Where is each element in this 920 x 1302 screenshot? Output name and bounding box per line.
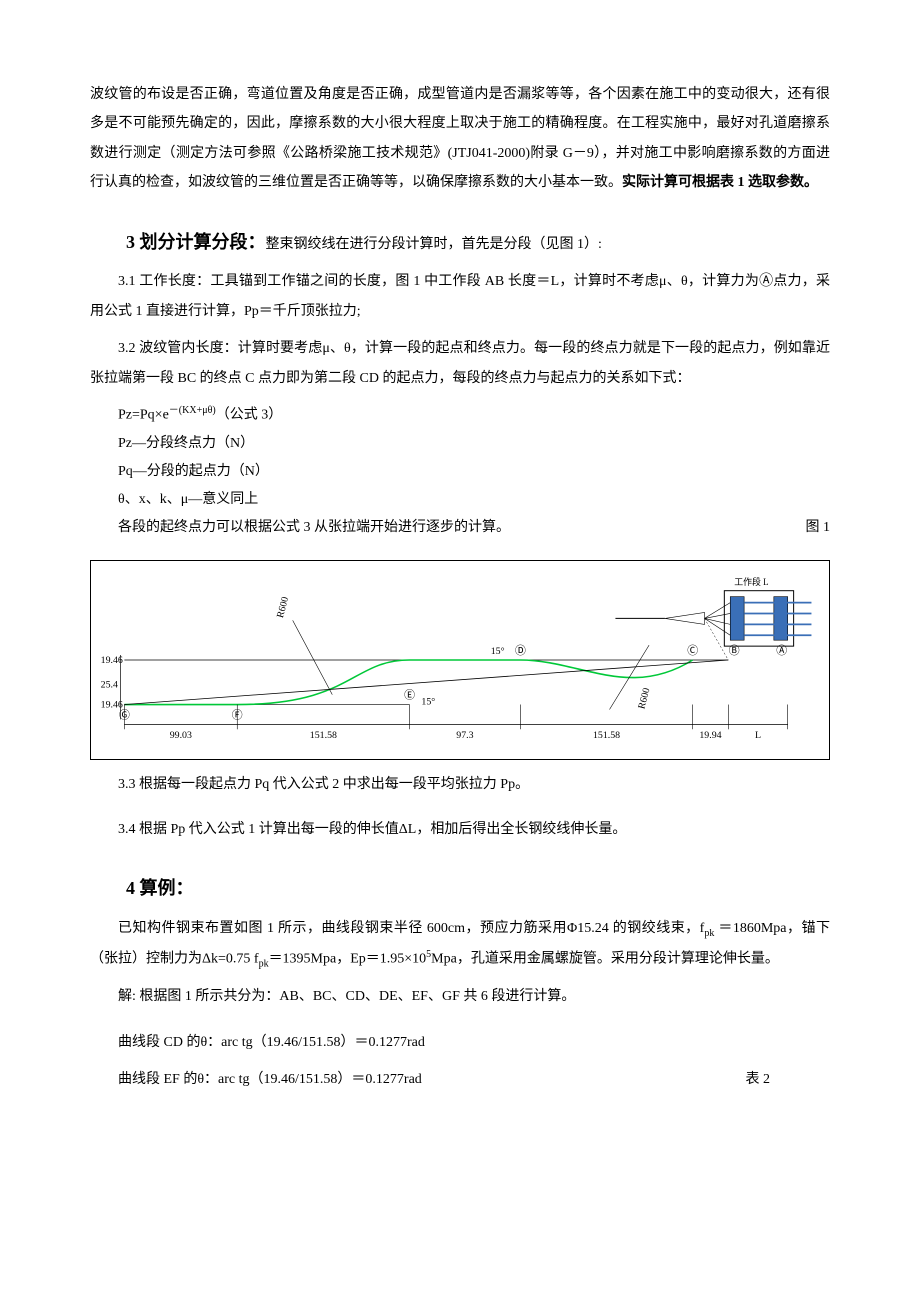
svg-text:151.58: 151.58 <box>310 730 337 741</box>
document-page: 波纹管的布设是否正确，弯道位置及角度是否正确，成型管道内是否漏浆等等，各个因素在… <box>0 0 920 1163</box>
p4-mid2: ＝1395Mpa，Ep＝1.95×10 <box>269 952 427 967</box>
formula-line-2: Pz—分段终点力（N） <box>118 430 830 458</box>
svg-text:R600: R600 <box>275 595 291 619</box>
svg-text:99.03: 99.03 <box>170 730 192 741</box>
section-4-heading: 4 算例： <box>90 870 830 908</box>
formula-ref: （公式 3） <box>216 408 283 423</box>
p4-sub1: pk <box>704 928 714 939</box>
formula-line-4: θ、x、k、μ—意义同上 <box>118 486 830 514</box>
svg-text:97.3: 97.3 <box>456 730 473 741</box>
svg-text:Ⓖ: Ⓖ <box>119 708 130 721</box>
table-2-label: 表 2 <box>718 1065 771 1094</box>
formula-exponent: －(KX+μθ) <box>169 405 216 416</box>
svg-text:19.94: 19.94 <box>699 730 721 741</box>
formula-line-3: Pq—分段的起点力（N） <box>118 458 830 486</box>
svg-text:15°: 15° <box>421 696 435 707</box>
formula-block: Pz=Pq×e－(KX+μθ)（公式 3） Pz—分段终点力（N） Pq—分段的… <box>118 401 830 542</box>
paragraph-3-4: 3.4 根据 Pp 代入公式 1 计算出每一段的伸长值ΔL，相加后得出全长钢绞线… <box>90 815 830 844</box>
formula-line-1: Pz=Pq×e－(KX+μθ)（公式 3） <box>118 401 830 430</box>
paragraph-4-cd: 曲线段 CD 的θ：arc tg（19.46/151.58）＝0.1277rad <box>90 1028 830 1057</box>
intro-bold-tail: 实际计算可根据表 1 选取参数。 <box>622 175 818 190</box>
paragraph-3-3: 3.3 根据每一段起点力 Pq 代入公式 2 中求出每一段平均张拉力 Pp。 <box>90 770 830 799</box>
p4-tail: Mpa，孔道采用金属螺旋管。采用分段计算理论伸长量。 <box>431 952 779 967</box>
svg-text:Ⓕ: Ⓕ <box>232 708 243 721</box>
p4-pre: 已知构件钢束布置如图 1 所示，曲线段钢束半径 600cm，预应力筋采用Φ15.… <box>118 921 704 936</box>
formula-line-5: 各段的起终点力可以根据公式 3 从张拉端开始进行逐步的计算。 图 1 <box>118 514 830 542</box>
paragraph-4-ef: 曲线段 EF 的θ：arc tg（19.46/151.58）＝0.1277rad… <box>90 1065 830 1094</box>
figure-1-diagram: 19.4625.419.4699.03151.5897.3151.5819.94… <box>90 560 830 760</box>
svg-text:151.58: 151.58 <box>593 730 620 741</box>
svg-text:19.46: 19.46 <box>101 655 123 666</box>
section-3-title: 3 划分计算分段： <box>126 232 266 252</box>
formula-line-5-text: 各段的起终点力可以根据公式 3 从张拉端开始进行逐步的计算。 <box>118 520 510 535</box>
intro-paragraph: 波纹管的布设是否正确，弯道位置及角度是否正确，成型管道内是否漏浆等等，各个因素在… <box>90 80 830 198</box>
svg-text:25.4: 25.4 <box>101 679 118 690</box>
paragraph-3-1: 3.1 工作长度：工具锚到工作锚之间的长度，图 1 中工作段 AB 长度＝L，计… <box>90 267 830 326</box>
svg-text:L: L <box>755 730 761 741</box>
p4-sub2: pk <box>259 958 269 969</box>
paragraph-4-given: 已知构件钢束布置如图 1 所示，曲线段钢束半径 600cm，预应力筋采用Φ15.… <box>90 914 830 974</box>
figure-1-label: 图 1 <box>806 514 831 542</box>
svg-text:Ⓓ: Ⓓ <box>515 644 526 657</box>
svg-text:R600: R600 <box>636 686 652 710</box>
section-3-heading: 3 划分计算分段：整束钢绞线在进行分段计算时，首先是分段（见图 1）: <box>90 224 830 262</box>
p4d-text: 曲线段 EF 的θ：arc tg（19.46/151.58）＝0.1277rad <box>118 1072 422 1087</box>
svg-text:15°: 15° <box>491 646 505 657</box>
tendon-diagram-svg: 19.4625.419.4699.03151.5897.3151.5819.94… <box>91 561 829 759</box>
paragraph-3-2: 3.2 波纹管内长度：计算时要考虑μ、θ，计算一段的起点和终点力。每一段的终点力… <box>90 334 830 393</box>
svg-text:Ⓔ: Ⓔ <box>404 688 415 701</box>
paragraph-4-solution: 解: 根据图 1 所示共分为：AB、BC、CD、DE、EF、GF 共 6 段进行… <box>90 982 830 1011</box>
section-3-tail: 整束钢绞线在进行分段计算时，首先是分段（见图 1）: <box>266 237 602 252</box>
formula-pz-eq: Pz=Pq×e <box>118 408 169 423</box>
svg-text:工作段 L: 工作段 L <box>734 575 768 586</box>
svg-text:Ⓒ: Ⓒ <box>687 644 698 657</box>
